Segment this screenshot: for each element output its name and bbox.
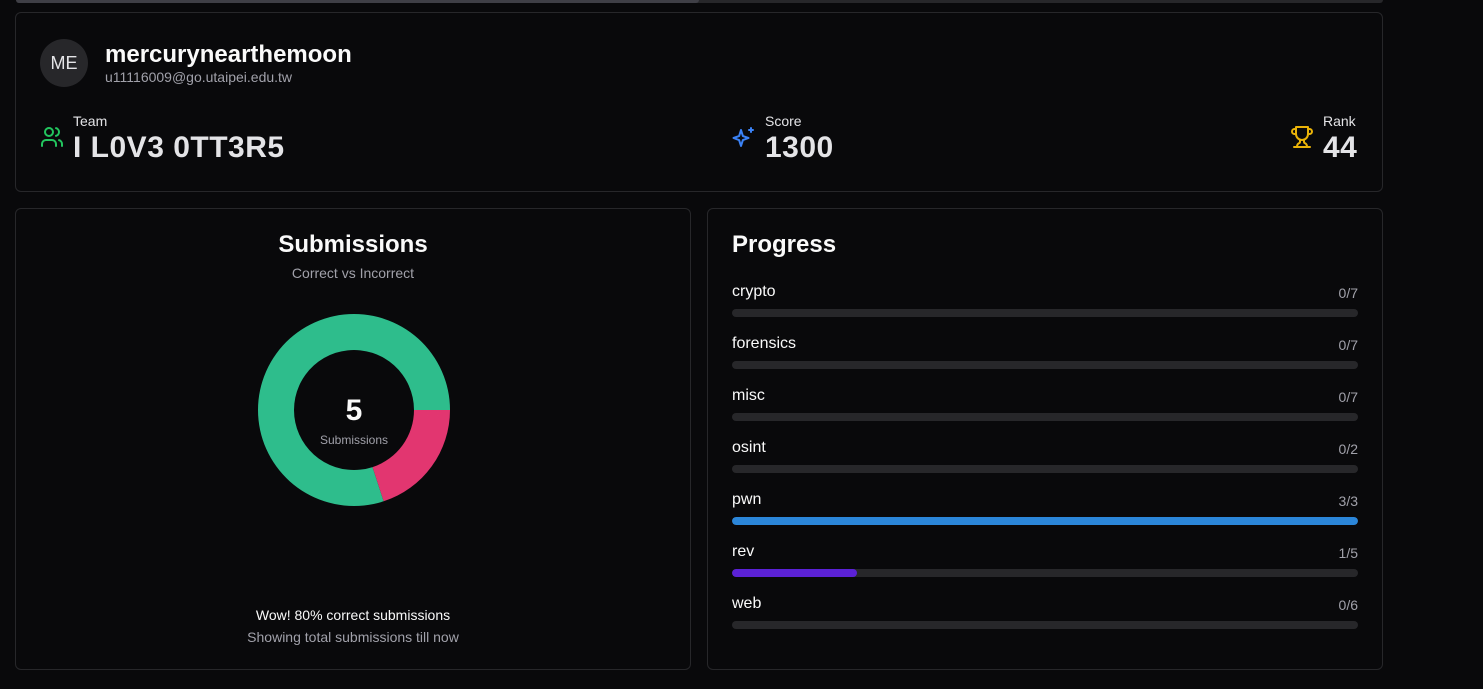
team-label: Team [73,113,108,129]
progress-bar [732,413,1358,421]
submissions-footer-main: Wow! 80% correct submissions [255,607,451,623]
progress-count: 0/2 [1338,441,1358,457]
donut-slice-correct[interactable] [258,314,450,506]
user-email: u11116009@go.utaipei.edu.tw [105,69,293,85]
progress-count: 1/5 [1338,545,1358,561]
top-progress-strip-fill [16,0,699,3]
submissions-footer-sub: Showing total submissions till now [247,629,459,645]
progress-item-pwn: pwn 3/3 [732,491,1358,543]
progress-bar [732,569,1358,577]
progress-label: pwn [732,491,762,508]
progress-label: rev [732,543,755,560]
progress-item-misc: misc 0/7 [732,387,1358,439]
progress-label: crypto [732,283,776,300]
rank-label: Rank [1323,113,1356,129]
score-label: Score [765,113,802,129]
submissions-subtitle: Correct vs Incorrect [291,265,415,281]
submissions-donut-chart: 5 Submissions [258,314,450,506]
progress-count: 0/7 [1338,337,1358,353]
score-stat: Score 1300 [732,111,932,171]
progress-item-web: web 0/6 [732,595,1358,647]
progress-count: 0/7 [1338,389,1358,405]
rank-value: 44 [1323,131,1358,164]
score-value: 1300 [765,131,834,164]
donut-center-label: Submissions [320,433,388,447]
progress-count: 0/7 [1338,285,1358,301]
avatar[interactable]: ME [40,39,88,87]
progress-bar [732,309,1358,317]
users-icon [41,127,63,147]
team-stat: Team I L0V3 0TT3R5 [40,111,440,171]
progress-bar [732,361,1358,369]
progress-label: forensics [732,335,797,352]
progress-label: misc [732,387,765,404]
progress-list: crypto 0/7 forensics 0/7 misc 0/7 osint … [732,283,1358,647]
progress-bar-fill [732,569,858,577]
progress-item-osint: osint 0/2 [732,439,1358,491]
sparkles-icon [732,127,754,147]
progress-bar [732,465,1358,473]
progress-item-rev: rev 1/5 [732,543,1358,595]
progress-bar-fill [732,517,1358,525]
trophy-icon [1291,126,1313,148]
progress-card: Progress crypto 0/7 forensics 0/7 misc 0… [707,208,1383,670]
donut-slice-incorrect[interactable] [372,410,450,502]
profile-card: ME mercurynearthemoon u11116009@go.utaip… [15,12,1383,192]
progress-title: Progress [732,231,837,258]
progress-item-crypto: crypto 0/7 [732,283,1358,335]
submissions-card: Submissions Correct vs Incorrect 5 Submi… [15,208,691,670]
top-progress-strip [16,0,1383,3]
progress-count: 3/3 [1338,493,1358,509]
progress-count: 0/6 [1338,597,1358,613]
progress-bar [732,517,1358,525]
progress-label: osint [732,439,766,456]
progress-label: web [732,595,762,612]
donut-center-value: 5 [346,394,363,427]
progress-item-forensics: forensics 0/7 [732,335,1358,387]
submissions-title: Submissions [278,231,428,258]
progress-bar [732,621,1358,629]
team-name[interactable]: I L0V3 0TT3R5 [73,131,285,164]
rank-stat: Rank 44 [1290,111,1370,171]
username: mercurynearthemoon [105,41,352,68]
